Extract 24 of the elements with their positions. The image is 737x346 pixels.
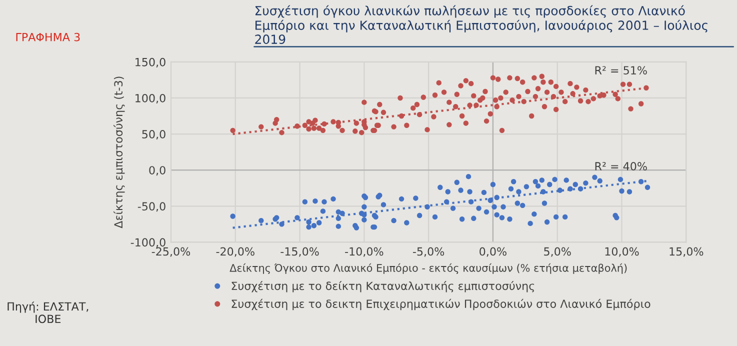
legend-label: Συσχέτιση με το δείκτη Καταναλωτικής εμπιστοσύνης	[232, 281, 534, 292]
y-tick-label: 50,0	[142, 130, 166, 140]
annotation: R² = 40%	[595, 162, 647, 170]
y-tick-label: 0,0	[149, 166, 166, 176]
y-tick-label: 150,0	[136, 58, 166, 68]
y-tick-label: -50,0	[138, 202, 166, 212]
y-tick-label: -100,0	[130, 238, 166, 248]
chart-title: Συσχέτιση όγκου λιανικών πωλήσεων με τις προσδοκίες στο Λιανικό Εμπόριο και την Καταναλωτική Εμπιστοσύνη, Ιανουάριος 2001 – Ιούλιος 2019	[255, 5, 708, 44]
legend-label: Συσχέτιση με το δεικτη Επιχειρηματικών Προσδοκιών στο Λιανικό Εμπόριο	[232, 298, 650, 310]
x-tick-label: 15,0%	[670, 247, 704, 257]
x-tick-label: -10,0%	[345, 247, 384, 257]
x-tick-label: 0,0%	[480, 247, 506, 257]
annotation: R² = 51%	[595, 66, 647, 75]
x-axis-title: Δείκτης Όγκου στο Λιανικό Εμπόριο - εκτός καυσίμων (% ετήσια μεταβολή)	[230, 263, 627, 274]
x-tick-label: -5,0%	[412, 247, 444, 257]
x-tick-label: -15,0%	[280, 247, 319, 257]
y-tick-label: 100,0	[136, 94, 166, 104]
x-tick-label: 5,0%	[544, 247, 571, 257]
text: ΓΡΑΦΗΜΑ 3	[16, 32, 80, 42]
text: Πηγή: ΕΛΣΤΑΤ, ΙΟΒΕ	[8, 302, 88, 324]
y-axis-title: Δείκτης εμπιστοσύνης (t-3)	[114, 76, 125, 228]
x-tick-label: 10,0%	[605, 247, 639, 257]
x-tick-label: -25,0%	[152, 247, 190, 257]
x-tick-label: -20,0%	[216, 247, 254, 257]
